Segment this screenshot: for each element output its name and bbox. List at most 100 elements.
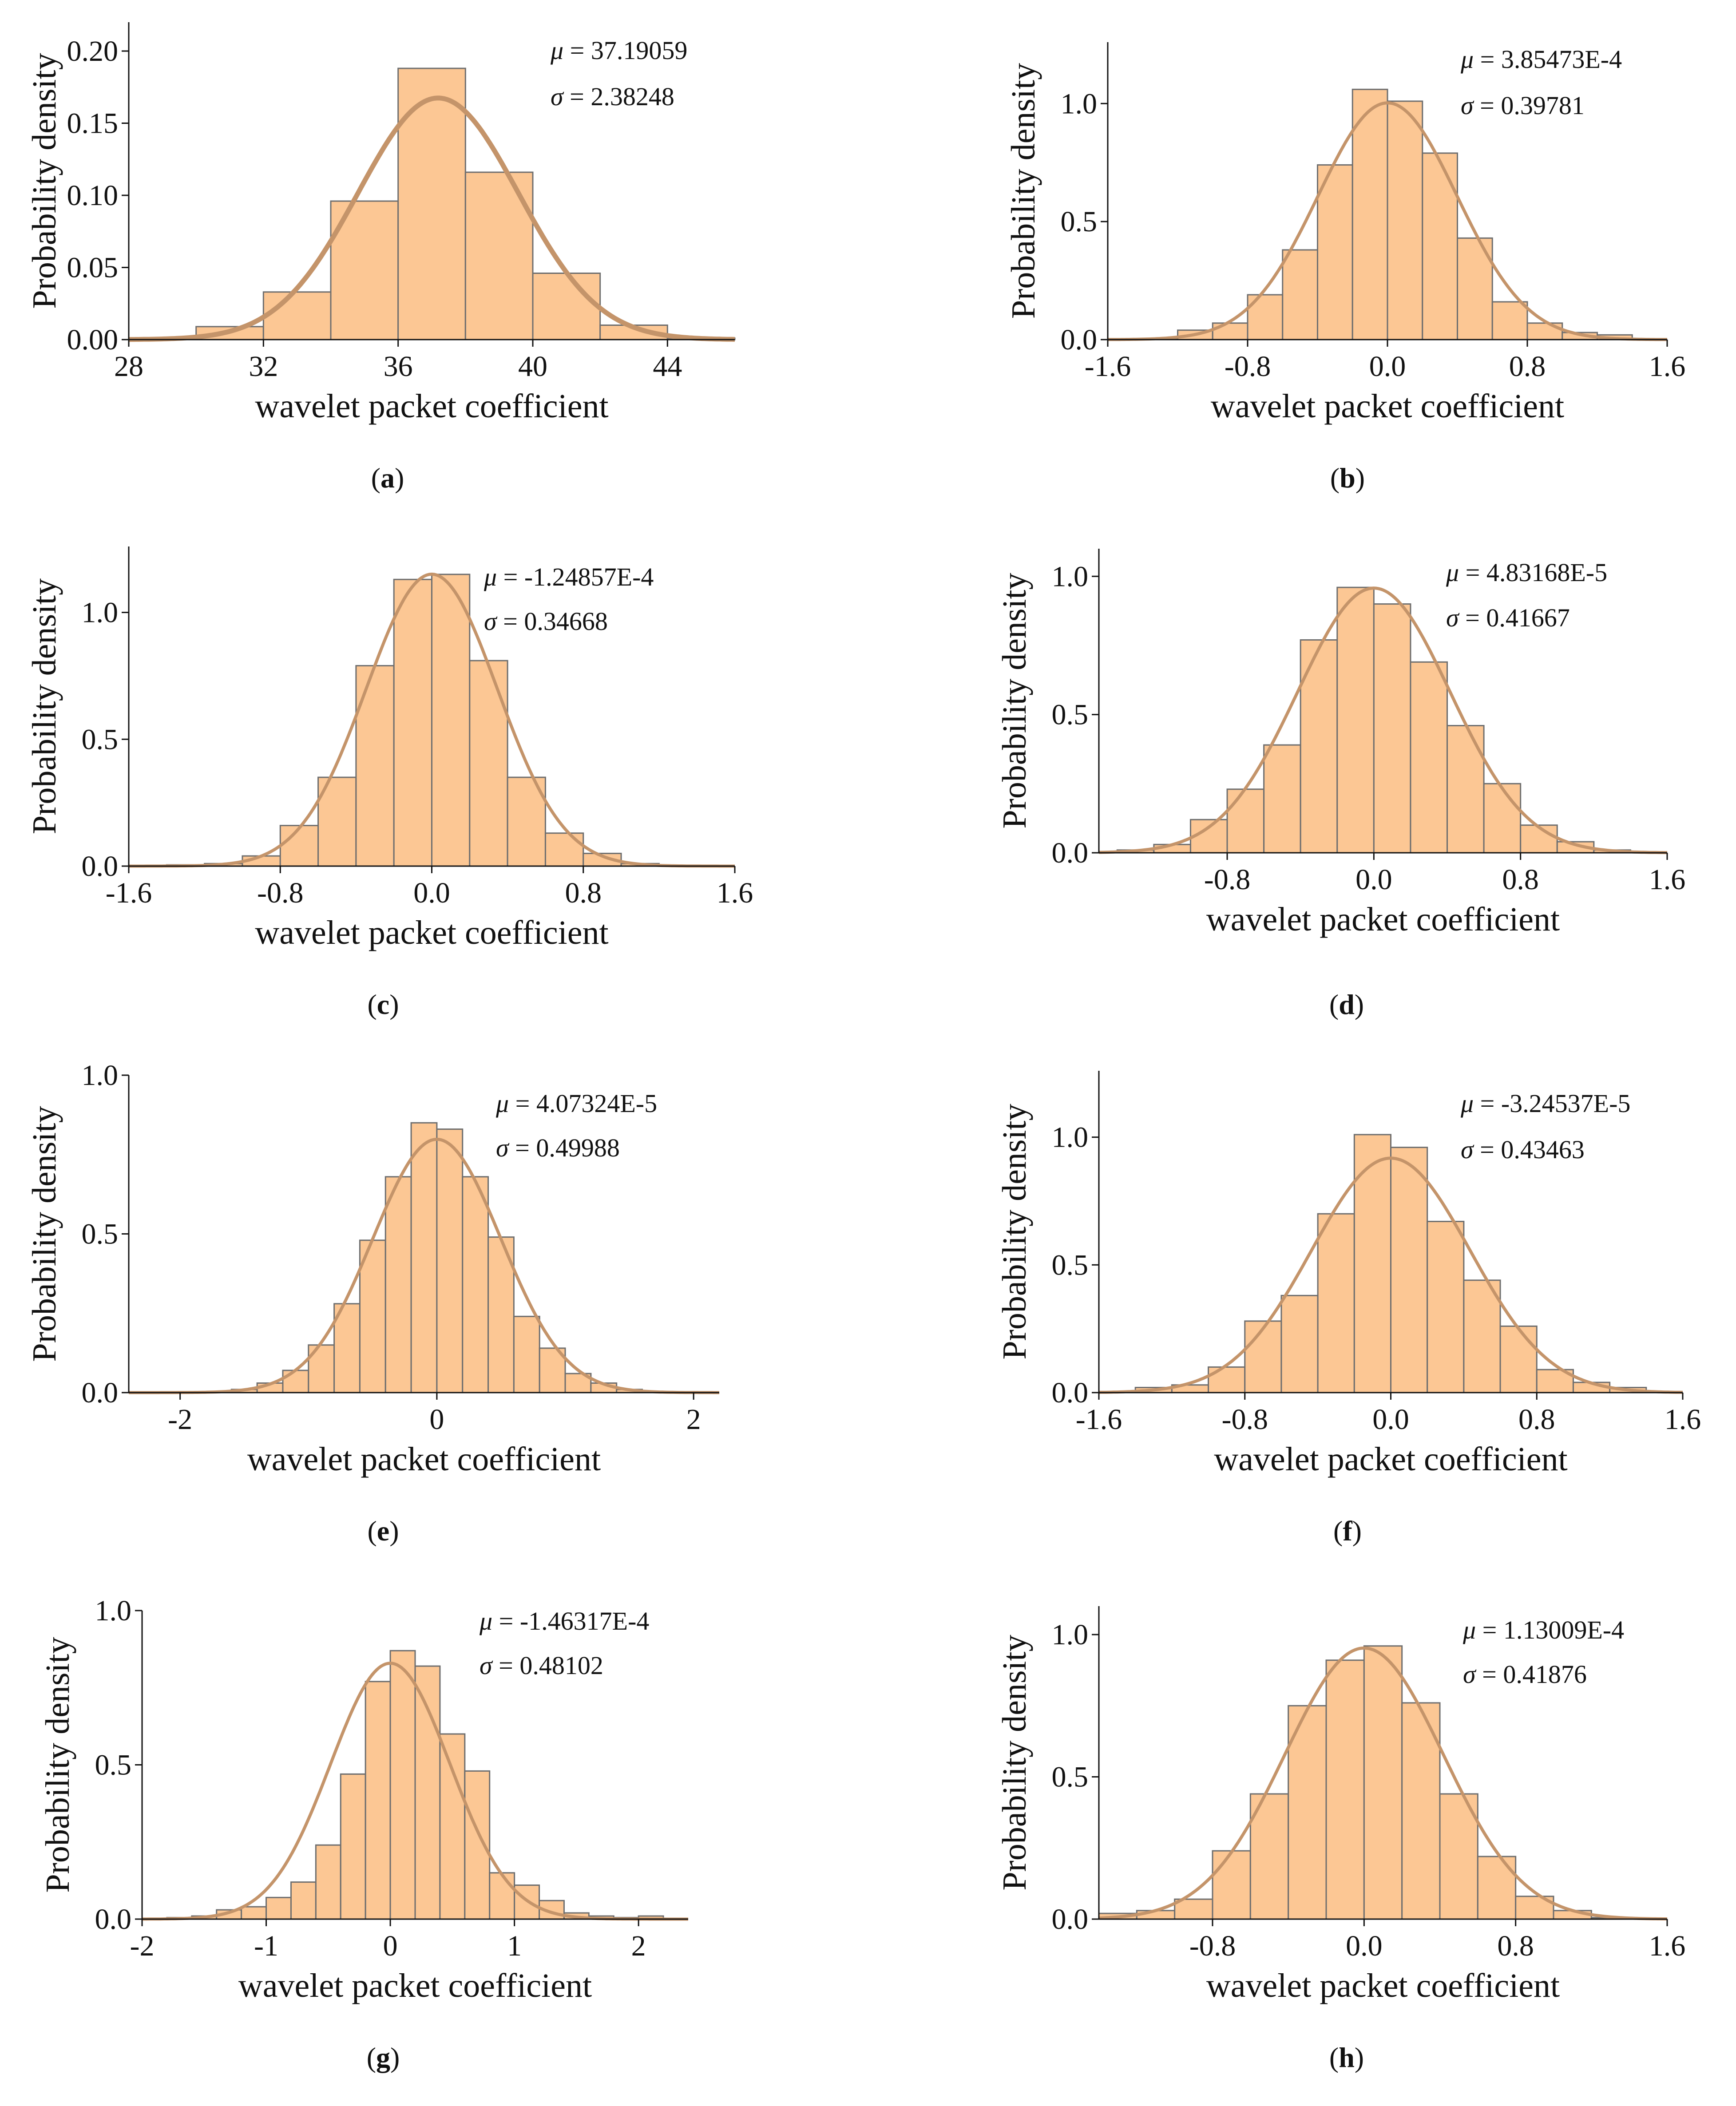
- y-axis-title: Probability density: [996, 1635, 1033, 1890]
- histogram-chart-c: -1.6 -0.8 0.0 0.8 1.6 0.0 0.5 1.0 wavelet packet…: [26, 546, 753, 951]
- histogram-bar: [1280, 1294, 1319, 1393]
- caption-a: (a): [371, 462, 404, 494]
- y-tick-label: 0.5: [1061, 206, 1098, 238]
- x-tick-label: 0: [383, 1930, 398, 1962]
- histogram-bar: [462, 1176, 489, 1393]
- x-tick-label: 0.8: [1497, 1930, 1534, 1962]
- histogram-chart-e: -2 0 2 0.0 0.5 1.0 wavelet packet coefficient P…: [26, 1059, 719, 1478]
- x-tick-label: 0.8: [1518, 1403, 1555, 1436]
- x-tick-label: 0: [429, 1403, 444, 1436]
- mu-annotation-h: μ = 1.13009E-4: [1463, 1615, 1625, 1644]
- histogram-bar: [359, 1239, 386, 1393]
- histogram-bars: [166, 574, 660, 867]
- sigma-value: 0.41876: [1503, 1660, 1587, 1689]
- histogram-bar: [290, 1881, 317, 1920]
- normal-fit-curve: [1098, 1646, 1668, 1921]
- histogram-bar: [340, 1773, 366, 1920]
- caption-h: (h): [1329, 2042, 1364, 2073]
- histogram-bar: [544, 832, 584, 867]
- x-tick-label: 1.6: [717, 877, 753, 909]
- mu-annotation-f: μ = -3.24537E-5: [1461, 1089, 1631, 1118]
- mu-value: 4.07324E-5: [536, 1089, 658, 1118]
- histogram-bar: [1317, 1213, 1355, 1393]
- x-tick-label: 1.6: [1649, 350, 1686, 383]
- x-axis-title: wavelet packet coefficient: [1211, 388, 1564, 425]
- histogram-chart-h: -0.8 0.0 0.8 1.6 0.0 0.5 1.0 wavelet packet coe…: [996, 1606, 1685, 2004]
- y-tick-label: 0.5: [1052, 1249, 1089, 1281]
- y-tick-label: 0.5: [82, 1218, 119, 1251]
- histogram-bar: [513, 1315, 540, 1393]
- y-tick-label: 0.0: [95, 1903, 132, 1936]
- histogram-bar: [1212, 1850, 1251, 1920]
- normal-fit-curve: [129, 572, 735, 868]
- mu-annotation-d: μ = 4.83168E-5: [1446, 558, 1608, 587]
- y-tick-label: 0.0: [1052, 837, 1089, 869]
- histogram-bars: [1142, 88, 1633, 340]
- y-tick-label: 0.5: [1052, 1761, 1089, 1793]
- histogram-bar: [1317, 164, 1353, 340]
- panel-d: -0.8 0.0 0.8 1.6 0.0 0.5 1.0 wavelet packet coe…: [868, 526, 1736, 1053]
- y-tick-label: 1.0: [1052, 560, 1089, 593]
- caption-c: (c): [367, 989, 399, 1020]
- y-tick-label: 0.5: [1052, 699, 1089, 731]
- y-tick-label: 1.0: [95, 1595, 132, 1627]
- mu-value: 37.19059: [591, 36, 688, 65]
- mu-annotation-b: μ = 3.85473E-4: [1461, 45, 1622, 74]
- mu-annotation-e: μ = 4.07324E-5: [496, 1089, 658, 1118]
- histogram-bar: [1410, 661, 1448, 854]
- x-axis-title: wavelet packet coefficient: [238, 1967, 592, 2004]
- x-tick-label: 28: [114, 350, 143, 383]
- normal-fit-curve: [1108, 101, 1667, 341]
- y-tick-label: 0.00: [67, 324, 119, 356]
- histogram-bar: [282, 1370, 309, 1393]
- histogram-bar: [1387, 100, 1423, 340]
- histogram-bars: [179, 1122, 694, 1393]
- x-tick-label: -1: [254, 1930, 278, 1962]
- y-tick-label: 0.15: [67, 107, 119, 140]
- y-tick-label: 0.05: [67, 252, 119, 284]
- normal-fit-curve: [128, 95, 735, 342]
- mu-value: 1.13009E-4: [1503, 1615, 1625, 1644]
- histogram-bar: [1208, 1366, 1246, 1393]
- x-tick-label: -1.6: [1076, 1403, 1122, 1436]
- x-axis-title: wavelet packet coefficient: [1214, 1441, 1567, 1478]
- histogram-bar: [431, 574, 471, 867]
- mu-value: 4.83168E-5: [1486, 558, 1608, 587]
- sigma-annotation-h: σ = 0.41876: [1463, 1660, 1587, 1689]
- mu-annotation-a: μ = 37.19059: [551, 36, 688, 65]
- sigma-value: 0.49988: [536, 1133, 620, 1162]
- sigma-annotation-g: σ = 0.48102: [480, 1651, 603, 1680]
- y-axis-title: Probability density: [26, 578, 63, 834]
- histogram-bar: [1520, 824, 1558, 854]
- histogram-bar: [262, 291, 332, 340]
- sigma-annotation-d: σ = 0.41667: [1446, 603, 1570, 632]
- y-tick-label: 1.0: [82, 597, 119, 629]
- histogram-bar: [1212, 322, 1248, 340]
- x-tick-label: 1.6: [1649, 863, 1686, 896]
- histogram-bar: [333, 1303, 361, 1393]
- y-tick-label: 0.0: [1061, 324, 1098, 356]
- x-tick-label: -2: [168, 1403, 192, 1436]
- panel-a: 28 32 36 40 44 0.00 0.05 0.10 0.15 0.20 wavelet pa…: [0, 0, 868, 526]
- y-tick-label: 1.0: [1052, 1619, 1089, 1651]
- x-tick-label: 0.8: [565, 877, 602, 909]
- x-tick-label: -0.8: [1225, 350, 1271, 383]
- mu-value: -1.46317E-4: [519, 1607, 650, 1635]
- normal-fit-curve: [1098, 586, 1667, 855]
- x-tick-label: -0.8: [1222, 1403, 1268, 1436]
- caption-e: (e): [367, 1515, 399, 1547]
- x-tick-label: 0.8: [1502, 863, 1539, 896]
- histogram-bar: [1363, 1645, 1403, 1920]
- histogram-bar: [397, 67, 466, 340]
- panel-e: -2 0 2 0.0 0.5 1.0 wavelet packet coefficient P…: [0, 1053, 868, 1580]
- panel-h: -0.8 0.0 0.8 1.6 0.0 0.5 1.0 wavelet packet coe…: [868, 1580, 1736, 2106]
- x-tick-label: -1.6: [106, 877, 152, 909]
- y-tick-label: 0.20: [67, 35, 119, 67]
- x-tick-label: -0.8: [1204, 863, 1250, 896]
- histogram-bar: [241, 1906, 267, 1920]
- histogram-bars: [1134, 1134, 1647, 1393]
- histogram-bar: [507, 776, 546, 867]
- normal-fit-curve: [1098, 1156, 1683, 1394]
- histogram-bar: [1499, 1325, 1538, 1393]
- panel-b: -1.6 -0.8 0.0 0.8 1.6 0.0 0.5 1.0 wavelet packet…: [868, 0, 1736, 526]
